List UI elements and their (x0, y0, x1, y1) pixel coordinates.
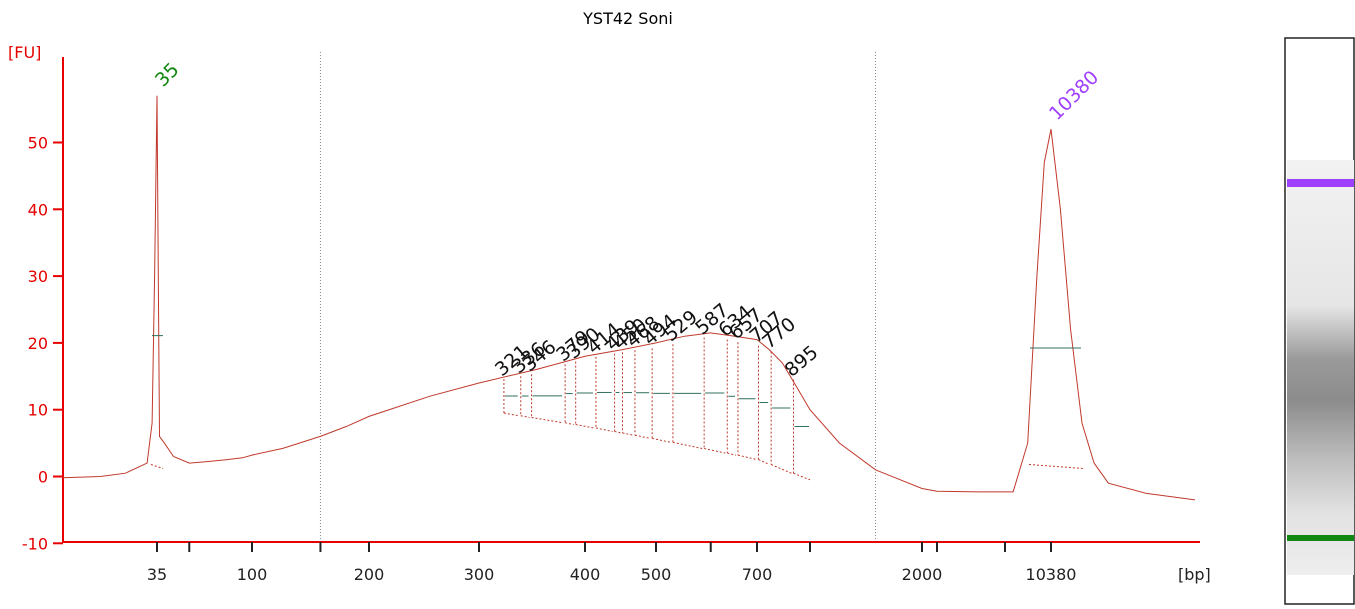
peak-baseline (595, 427, 613, 432)
peak-labels: 3213363463793904144394504684945295876346… (491, 299, 823, 381)
gel-lower-marker-band (1287, 535, 1354, 541)
peak-baseline (531, 416, 564, 424)
axes (62, 57, 1200, 543)
y-tick-label: 0 (38, 468, 48, 487)
peak-baseline (737, 454, 757, 460)
y-unit-label: [FU] (8, 43, 41, 62)
peak-baseline (565, 422, 574, 425)
peak-label: 895 (781, 341, 823, 381)
y-tick-label: 40 (28, 200, 48, 219)
y-tick-label: 50 (28, 134, 48, 153)
gel-upper-marker-band (1287, 179, 1354, 187)
x-tick-label: 200 (354, 565, 385, 584)
peak-baseline (503, 412, 519, 417)
x-tick-label: 400 (570, 565, 601, 584)
trace-line (62, 95, 1196, 501)
marker-peak-label: 35 (151, 59, 184, 92)
x-tick-label: 300 (464, 565, 495, 584)
peak-regions (503, 337, 811, 481)
marker-peaks: 35 10380 (150, 59, 1103, 469)
peak-baseline (614, 430, 621, 434)
x-tick-label: 700 (742, 565, 773, 584)
peak-baseline (704, 448, 726, 454)
x-tick-label: 35 (147, 565, 167, 584)
peak-baseline (575, 423, 595, 429)
marker-baseline (1028, 463, 1084, 469)
x-unit-label: [bp] (1178, 565, 1211, 584)
x-tick-label: 500 (641, 565, 672, 584)
peak-baseline (770, 464, 792, 474)
peak-baseline (622, 432, 634, 436)
x-tick-label: 100 (237, 565, 268, 584)
y-tick-label: -10 (22, 534, 48, 553)
region-boundaries (319, 52, 877, 541)
y-tick-label: 10 (28, 401, 48, 420)
peak-baseline (520, 415, 530, 418)
peak-baseline (634, 434, 651, 439)
peak-baseline (672, 441, 703, 450)
peak-baseline (727, 452, 737, 456)
x-tick-label: 10380 (1026, 565, 1077, 584)
chart-title: YST42 Soni (582, 9, 673, 28)
gel-smear (1287, 160, 1354, 575)
gel-lane (1284, 37, 1355, 605)
peak-baseline (793, 472, 811, 481)
y-tick-label: 20 (28, 334, 48, 353)
x-ticks: 35 100 200 300 400 500 700 2000 10380 (147, 542, 1077, 584)
y-ticks: -10 0 10 20 30 40 50 (22, 134, 63, 553)
peak-baseline (758, 459, 770, 465)
peak-baseline (652, 437, 672, 443)
x-tick-label: 2000 (902, 565, 943, 584)
marker-peak-label: 10380 (1045, 66, 1103, 124)
y-tick-label: 30 (28, 267, 48, 286)
marker-baseline (150, 464, 164, 469)
